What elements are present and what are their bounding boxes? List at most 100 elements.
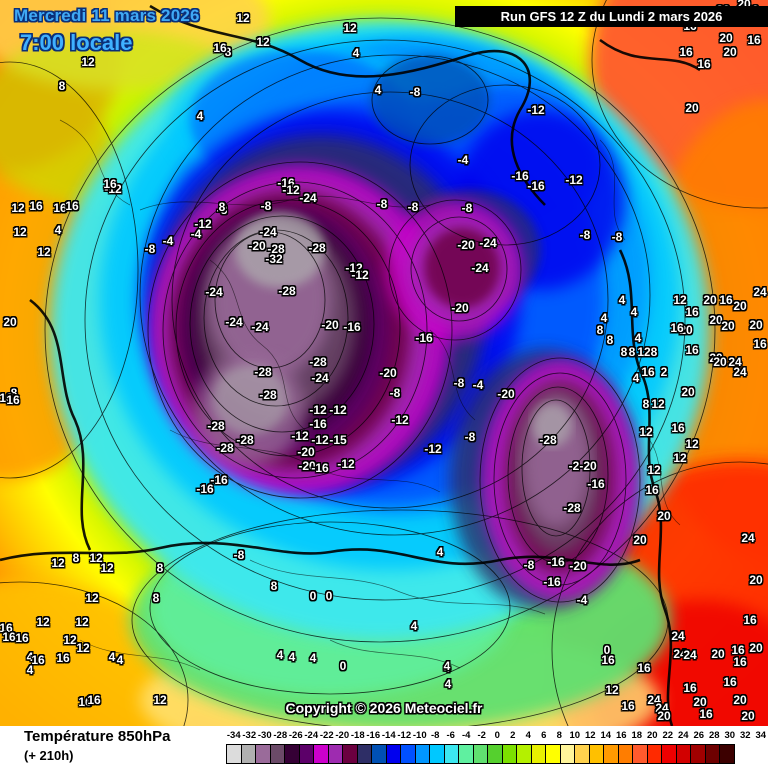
contour-label: 12 [685,437,699,451]
contour-label: -12 [345,261,363,275]
colorbar-swatch [385,744,401,764]
colorbar-tick: 6 [541,730,547,741]
temperature-field [0,0,768,726]
colorbar-swatch [356,744,372,764]
contour-label: 16 [719,293,733,307]
colorbar-tick: -34 [226,730,241,741]
legend-title: Température 850hPa [24,728,171,745]
colorbar-tick: 22 [662,730,674,741]
contour-label: 12 [236,11,250,25]
contour-label: -20 [321,318,339,332]
contour-label: 12 [651,397,665,411]
contour-label: -28 [236,433,254,447]
colorbar-swatch [284,744,300,764]
colorbar-tick: -16 [366,730,381,741]
contour-label: 24 [671,629,685,643]
colorbar-tick: 24 [677,730,689,741]
contour-label: 4 [374,83,382,97]
colorbar-tick: 4 [525,730,531,741]
contour-label: 20 [737,0,750,11]
contour-label: 16 [56,651,70,665]
contour-label: 20 [679,323,693,337]
colorbar [226,744,735,764]
contour-label: -8 [579,228,591,242]
contour-label: 20 [749,573,763,587]
colorbar-tick: -8 [431,730,440,741]
contour-label: -28 [308,241,326,255]
contour-label: 8 [218,200,226,214]
colorbar-tick: -4 [462,730,471,741]
colorbar-tick: 26 [693,730,705,741]
colorbar-swatch [269,744,285,764]
colorbar-tick: -2 [477,730,486,741]
colorbar-swatch [530,744,546,764]
contour-label: 20 [693,695,707,709]
contour-label: -20 [379,366,397,380]
contour-label: -8 [233,548,245,562]
contour-label: -12 [329,403,347,417]
contour-label: -8 [464,430,476,444]
contour-label: 12 [37,245,51,259]
contour-label: -32 [265,252,283,266]
contour-label: 16 [53,201,67,215]
contour-label: 12 [343,21,357,35]
colorbar-swatch [240,744,256,764]
colorbar-swatch [400,744,416,764]
contour-label: 8 [152,591,160,605]
contour-label: 16 [0,621,13,635]
contour-label: 12 [89,551,103,565]
model-run-banner: Run GFS 12 Z du Lundi 2 mars 2026 [455,6,768,27]
contour-label: -16 [587,477,605,491]
colorbar-tick: 20 [646,730,658,741]
colorbar-swatch [327,744,343,764]
contour-label: -24 [205,285,223,299]
contour-label: -12 [391,413,409,427]
contour-label: 16 [723,675,737,689]
contour-label: -12 [527,103,545,117]
contour-label: 20 [685,101,699,115]
colorbar-swatch [313,744,329,764]
contour-label: -16 [210,473,228,487]
contour-label: 20 [681,385,695,399]
colorbar-tick: 10 [569,730,581,741]
contour-label: 20 [741,709,755,723]
colorbar-swatch [458,744,474,764]
colorbar-swatch [690,744,706,764]
colorbar-swatch [487,744,503,764]
contour-label: 12 [85,591,99,605]
contour-label: 24 [753,285,767,299]
contour-label: 4 [54,223,62,237]
contour-label: 24 [683,648,697,662]
contour-label: 20 [657,509,671,523]
contour-label: 16 [671,421,685,435]
contour-label: 12 [75,615,89,629]
contour-label: 4 [630,305,638,319]
contour-label: 4 [108,650,116,664]
contour-label: -24 [225,315,243,329]
colorbar-tick: -32 [242,730,257,741]
contour-label: 12 [76,641,90,655]
contour-label: -2 [568,459,580,473]
colorbar-swatch [704,744,720,764]
copyright-notice: Copyright © 2026 Meteociel.fr [285,700,483,716]
contour-label: 16 [29,199,43,213]
colorbar-tick: -20 [335,730,350,741]
contour-label: -4 [190,227,202,241]
contour-label: 8 [58,79,66,93]
contour-label: 8 [606,333,614,347]
contour-label: 20 [703,293,717,307]
contour-label: 16 [601,653,615,667]
contour-label: 8 [650,345,658,359]
contour-label: 16 [679,45,693,59]
contour-label: 16 [685,343,699,357]
contour-label: -20 [451,301,469,315]
colorbar-tick: 30 [724,730,736,741]
contour-label: 20 [709,313,723,327]
contour-label: -24 [479,236,497,250]
contour-label: -4 [162,234,174,248]
colorbar-tick: 2 [510,730,516,741]
map-canvas[interactable]: 128121241620201620201612844-8-12-4-16-16… [0,0,768,726]
contour-label: 24 [728,355,742,369]
contour-label: 8 [596,323,604,337]
